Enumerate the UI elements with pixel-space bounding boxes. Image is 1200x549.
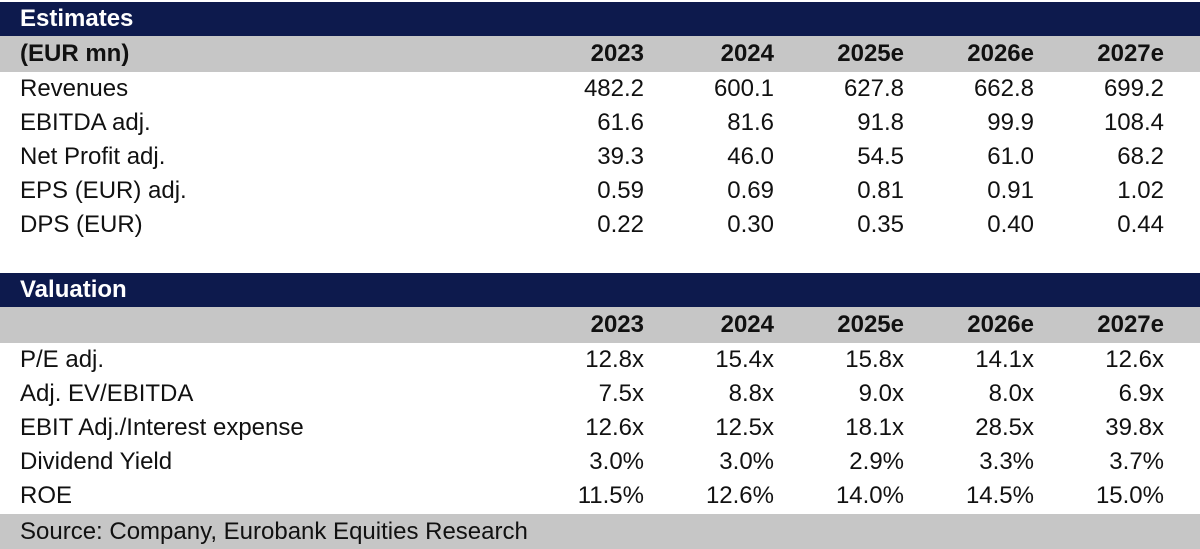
row-label: P/E adj. <box>20 346 105 373</box>
table-cell: 11.5% <box>577 482 644 509</box>
table-cell: 12.6x <box>1105 346 1164 373</box>
table-cell: 0.69 <box>727 177 774 204</box>
table-cell: 108.4 <box>1103 109 1164 136</box>
table-cell: 0.30 <box>727 211 774 238</box>
estimates-section: Estimates (EUR mn) 2023 2024 2025e 2026e… <box>0 2 1200 242</box>
table-cell: 2.9% <box>849 448 904 475</box>
table-cell: 39.8x <box>1105 414 1164 441</box>
year-header: 2026e <box>967 311 1034 338</box>
row-label: Revenues <box>20 75 129 102</box>
source-note: Source: Company, Eurobank Equities Resea… <box>0 514 1200 549</box>
table-cell: 12.6% <box>705 482 774 509</box>
year-header: 2027e <box>1097 311 1164 338</box>
row-label: Net Profit adj. <box>20 143 166 170</box>
table-cell: 699.2 <box>1103 75 1164 102</box>
table-cell: 12.6x <box>585 414 644 441</box>
table-row: P/E adj. 12.8x 15.4x 15.8x 14.1x 12.6x <box>0 343 1200 377</box>
table-cell: 39.3 <box>597 143 644 170</box>
table-cell: 1.02 <box>1117 177 1164 204</box>
table-cell: 3.0% <box>589 448 644 475</box>
table-row: DPS (EUR) 0.22 0.30 0.35 0.40 0.44 <box>0 208 1200 242</box>
table-row: EBIT Adj./Interest expense 12.6x 12.5x 1… <box>0 411 1200 445</box>
table-cell: 600.1 <box>713 75 774 102</box>
table-row: Net Profit adj. 39.3 46.0 54.5 61.0 68.2 <box>0 140 1200 174</box>
table-cell: 627.8 <box>843 75 904 102</box>
table-cell: 8.0x <box>988 380 1034 407</box>
valuation-section: Valuation 2023 2024 2025e 2026e 2027e P/… <box>0 273 1200 513</box>
table-cell: 68.2 <box>1117 143 1164 170</box>
year-header: 2025e <box>837 40 904 67</box>
row-label: DPS (EUR) <box>20 211 143 238</box>
table-cell: 3.7% <box>1109 448 1164 475</box>
table-cell: 0.22 <box>597 211 644 238</box>
table-row: Adj. EV/EBITDA 7.5x 8.8x 9.0x 8.0x 6.9x <box>0 377 1200 411</box>
table-row: EBITDA adj. 61.6 81.6 91.8 99.9 108.4 <box>0 106 1200 140</box>
table-cell: 0.35 <box>857 211 904 238</box>
year-header: 2027e <box>1097 40 1164 67</box>
table-row: Dividend Yield 3.0% 3.0% 2.9% 3.3% 3.7% <box>0 445 1200 479</box>
year-header: 2023 <box>590 40 644 67</box>
table-row: ROE 11.5% 12.6% 14.0% 14.5% 15.0% <box>0 479 1200 513</box>
table-cell: 91.8 <box>857 109 904 136</box>
table-cell: 7.5x <box>598 380 644 407</box>
table-cell: 0.59 <box>597 177 644 204</box>
row-label: ROE <box>20 482 73 509</box>
table-cell: 0.81 <box>857 177 904 204</box>
valuation-unit-label <box>0 307 520 343</box>
year-header: 2024 <box>720 40 774 67</box>
table-row: Revenues 482.2 600.1 627.8 662.8 699.2 <box>0 72 1200 106</box>
year-header: 2023 <box>590 311 644 338</box>
table-cell: 46.0 <box>727 143 774 170</box>
table-cell: 12.5x <box>715 414 774 441</box>
estimates-unit-label: (EUR mn) <box>20 40 130 67</box>
table-cell: 15.0% <box>1095 482 1164 509</box>
table-cell: 3.3% <box>979 448 1034 475</box>
row-label: Dividend Yield <box>20 448 173 475</box>
row-label: EBITDA adj. <box>20 109 151 136</box>
table-cell: 9.0x <box>858 380 904 407</box>
table-cell: 6.9x <box>1118 380 1164 407</box>
estimates-title: Estimates <box>0 2 1200 36</box>
table-cell: 0.44 <box>1117 211 1164 238</box>
estimates-header-row: (EUR mn) 2023 2024 2025e 2026e 2027e <box>0 36 1200 72</box>
row-label: EPS (EUR) adj. <box>20 177 187 204</box>
table-cell: 0.91 <box>987 177 1034 204</box>
table-cell: 61.6 <box>597 109 644 136</box>
valuation-title: Valuation <box>0 273 1200 307</box>
table-cell: 8.8x <box>728 380 774 407</box>
table-cell: 18.1x <box>845 414 904 441</box>
table-cell: 99.9 <box>987 109 1034 136</box>
table-cell: 15.8x <box>845 346 904 373</box>
table-cell: 81.6 <box>727 109 774 136</box>
table-cell: 14.1x <box>975 346 1034 373</box>
table-cell: 3.0% <box>719 448 774 475</box>
table-cell: 0.40 <box>987 211 1034 238</box>
year-header: 2026e <box>967 40 1034 67</box>
table-cell: 15.4x <box>715 346 774 373</box>
valuation-header-row: 2023 2024 2025e 2026e 2027e <box>0 307 1200 343</box>
year-header: 2024 <box>720 311 774 338</box>
year-header: 2025e <box>837 311 904 338</box>
table-cell: 662.8 <box>973 75 1034 102</box>
table-cell: 482.2 <box>583 75 644 102</box>
table-cell: 28.5x <box>975 414 1034 441</box>
row-label: Adj. EV/EBITDA <box>20 380 194 407</box>
row-label: EBIT Adj./Interest expense <box>20 414 304 441</box>
table-cell: 14.5% <box>965 482 1034 509</box>
table-cell: 12.8x <box>585 346 644 373</box>
table-row: EPS (EUR) adj. 0.59 0.69 0.81 0.91 1.02 <box>0 174 1200 208</box>
table-cell: 61.0 <box>987 143 1034 170</box>
table-cell: 54.5 <box>857 143 904 170</box>
table-cell: 14.0% <box>835 482 904 509</box>
